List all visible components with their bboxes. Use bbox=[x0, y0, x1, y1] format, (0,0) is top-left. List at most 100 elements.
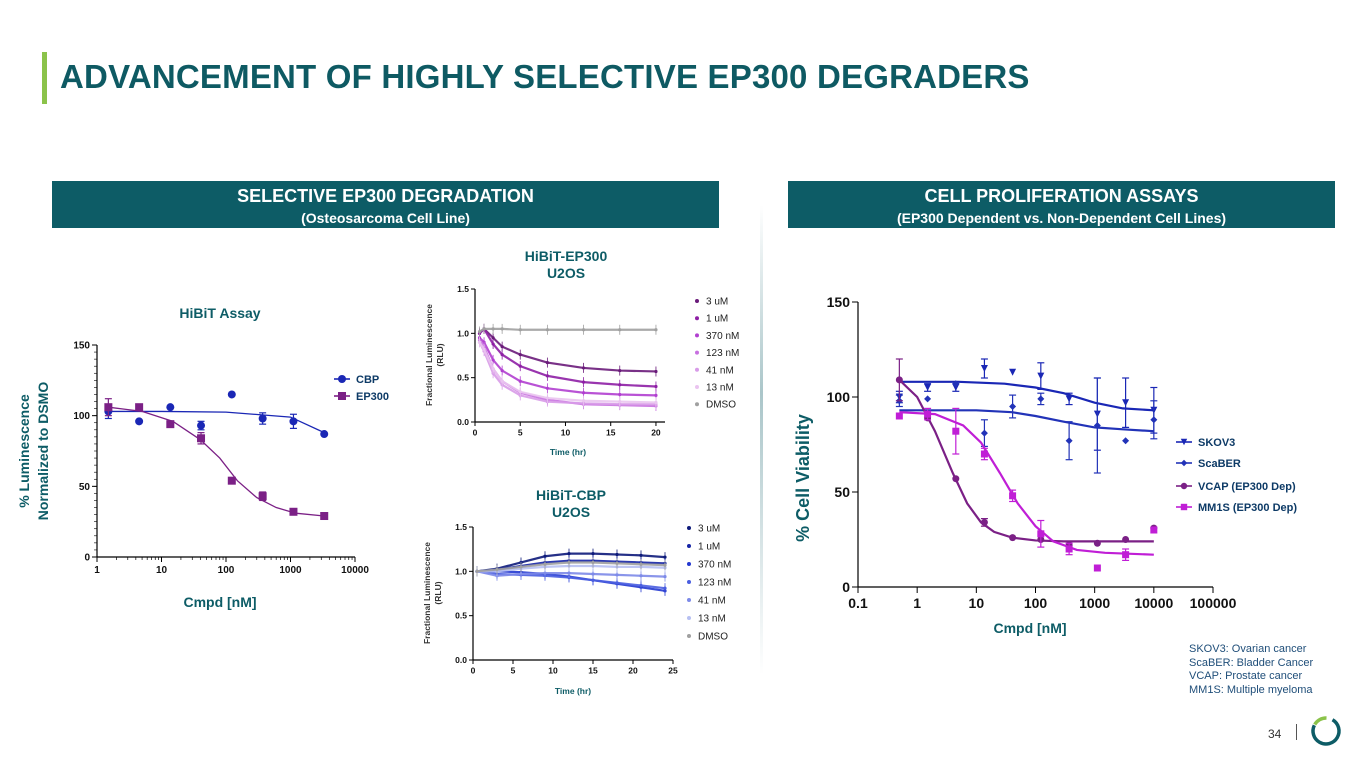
data-point bbox=[482, 347, 486, 351]
legend-marker bbox=[687, 544, 691, 548]
data-point bbox=[952, 475, 960, 483]
footnote-line: SKOV3: Ovarian cancer bbox=[1189, 643, 1307, 655]
series-dmso bbox=[477, 323, 658, 337]
series-41-nm bbox=[475, 566, 667, 582]
legend-marker bbox=[338, 375, 346, 383]
y-tick-label: 0.0 bbox=[455, 655, 467, 665]
x-tick-label: 10000 bbox=[341, 565, 369, 576]
footnote-line: ScaBER: Bladder Cancer bbox=[1189, 656, 1314, 669]
data-point bbox=[1009, 368, 1017, 376]
y-tick-label: 100 bbox=[73, 411, 90, 422]
data-point bbox=[663, 575, 667, 579]
x-tick-label: 20 bbox=[628, 666, 638, 676]
data-point bbox=[1093, 564, 1101, 572]
legend-marker bbox=[687, 598, 691, 602]
data-point bbox=[1065, 395, 1073, 403]
series-1-um bbox=[477, 323, 658, 392]
data-point bbox=[663, 586, 667, 590]
data-point bbox=[543, 571, 547, 575]
y-tick-label: 150 bbox=[73, 341, 90, 352]
data-point bbox=[289, 417, 298, 426]
data-point bbox=[1093, 422, 1101, 429]
legend-marker bbox=[695, 367, 699, 372]
data-point bbox=[581, 380, 586, 384]
left-panel-heading: SELECTIVE EP300 DEGRADATION bbox=[237, 186, 534, 206]
series-line bbox=[478, 327, 656, 373]
data-point bbox=[980, 429, 988, 437]
chart-title: HiBiT-EP300 bbox=[525, 248, 608, 264]
data-point bbox=[543, 562, 547, 566]
legend-label: 3 uM bbox=[698, 524, 720, 535]
data-point bbox=[618, 383, 622, 387]
x-tick-label: 5 bbox=[511, 666, 516, 676]
data-point bbox=[1065, 545, 1073, 553]
data-point bbox=[980, 450, 988, 458]
data-point bbox=[581, 391, 586, 395]
x-tick-label: 15 bbox=[588, 666, 598, 676]
y-axis-label: Normalized to DSMO bbox=[35, 382, 51, 521]
series-3-um bbox=[477, 323, 658, 377]
data-point bbox=[924, 410, 932, 418]
data-point bbox=[500, 353, 504, 357]
x-axis-label: Cmpd [nM] bbox=[183, 594, 256, 610]
x-tick-label: 10 bbox=[156, 565, 168, 576]
data-point bbox=[639, 562, 643, 566]
legend-label: 123 nM bbox=[698, 578, 731, 589]
y-tick-label: 0 bbox=[842, 579, 850, 595]
data-point bbox=[491, 358, 495, 362]
footnotes: SKOV3: Ovarian cancer ScaBER: Bladder Ca… bbox=[1189, 643, 1313, 697]
data-point bbox=[500, 368, 504, 373]
data-point bbox=[1150, 416, 1158, 424]
data-point bbox=[519, 572, 523, 576]
data-point bbox=[591, 552, 595, 556]
y-tick-label: 1.0 bbox=[457, 328, 469, 338]
data-point bbox=[545, 374, 549, 378]
legend: 3 uM 1 uM 370 nM 123 nM 41 nM 13 nM DMSO bbox=[687, 524, 731, 643]
data-point bbox=[289, 507, 298, 516]
data-point bbox=[491, 367, 495, 371]
right-panel-banner: CELL PROLIFERATION ASSAYS (EP300 Depende… bbox=[788, 181, 1335, 228]
data-point bbox=[320, 512, 329, 521]
y-axis-label: % Luminescence bbox=[16, 394, 32, 508]
panel-divider bbox=[760, 205, 763, 675]
series-line bbox=[478, 327, 657, 388]
series-ep300 bbox=[104, 398, 329, 521]
data-point bbox=[591, 572, 595, 576]
data-point bbox=[1037, 372, 1045, 380]
data-point bbox=[518, 379, 522, 383]
y-axis-label: (RLU) bbox=[435, 343, 445, 366]
legend-label: DMSO bbox=[698, 632, 728, 643]
data-point bbox=[104, 403, 113, 412]
legend-marker bbox=[1180, 438, 1188, 446]
y-tick-label: 1.5 bbox=[455, 522, 467, 532]
right-panel-subheading: (EP300 Dependent vs. Non-Dependent Cell … bbox=[896, 210, 1227, 226]
data-point bbox=[980, 365, 988, 372]
data-point bbox=[518, 364, 522, 368]
data-point bbox=[639, 583, 643, 588]
page-separator bbox=[1296, 724, 1297, 740]
data-point bbox=[567, 560, 571, 565]
data-point bbox=[475, 569, 479, 573]
x-tick-label: 10000 bbox=[1134, 595, 1173, 611]
footnote-line: MM1S: Multiple myeloma bbox=[1189, 683, 1313, 696]
x-tick-label: 100000 bbox=[1190, 595, 1237, 611]
chart-title: HiBiT Assay bbox=[179, 305, 260, 321]
data-point bbox=[654, 400, 658, 405]
data-point bbox=[227, 390, 236, 399]
data-point bbox=[952, 380, 960, 388]
legend-marker bbox=[687, 526, 691, 530]
series-line bbox=[478, 327, 656, 333]
data-point bbox=[663, 555, 667, 559]
data-point bbox=[545, 396, 549, 400]
series-370-nm bbox=[477, 332, 658, 401]
data-point bbox=[1009, 403, 1017, 410]
data-point bbox=[639, 553, 643, 557]
legend-marker bbox=[687, 580, 691, 584]
y-tick-label: 100 bbox=[827, 389, 851, 405]
legend-marker bbox=[687, 634, 691, 638]
data-point bbox=[320, 430, 329, 439]
legend-label: 123 nM bbox=[706, 348, 739, 359]
data-point bbox=[615, 561, 619, 565]
data-point bbox=[591, 578, 595, 582]
